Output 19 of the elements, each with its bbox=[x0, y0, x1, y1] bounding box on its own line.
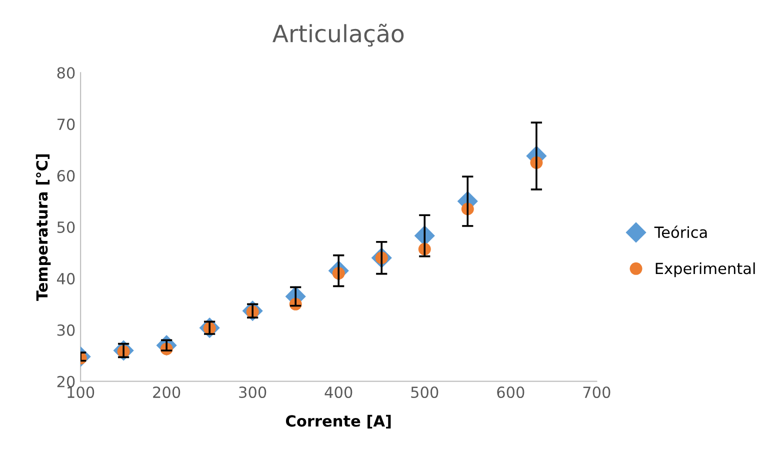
x-tick-label: 400 bbox=[324, 386, 352, 398]
x-axis-title: Corrente [A] bbox=[286, 414, 391, 429]
x-tick-label: 200 bbox=[153, 386, 180, 398]
chart-title: Articulação bbox=[272, 24, 404, 47]
y-tick-label: 60 bbox=[57, 170, 75, 182]
x-tick-label: 700 bbox=[583, 386, 610, 398]
legend-label: Teórica bbox=[654, 226, 707, 238]
x-tick-label: 600 bbox=[497, 386, 524, 398]
y-tick-label: 20 bbox=[57, 376, 75, 388]
x-tick-label: 300 bbox=[239, 386, 266, 398]
y-tick-label: 50 bbox=[57, 221, 75, 234]
y-tick-label: 40 bbox=[56, 272, 75, 284]
y-tick-label: 70 bbox=[57, 118, 75, 130]
y-axis-title: Temperatura [°C] bbox=[36, 154, 51, 301]
legend-label: Experimental bbox=[656, 262, 755, 278]
y-tick-label: 30 bbox=[57, 324, 75, 336]
x-tick-label: 500 bbox=[411, 386, 438, 398]
y-tick-label: 80 bbox=[57, 67, 75, 79]
x-tick-label: 100 bbox=[68, 386, 94, 398]
